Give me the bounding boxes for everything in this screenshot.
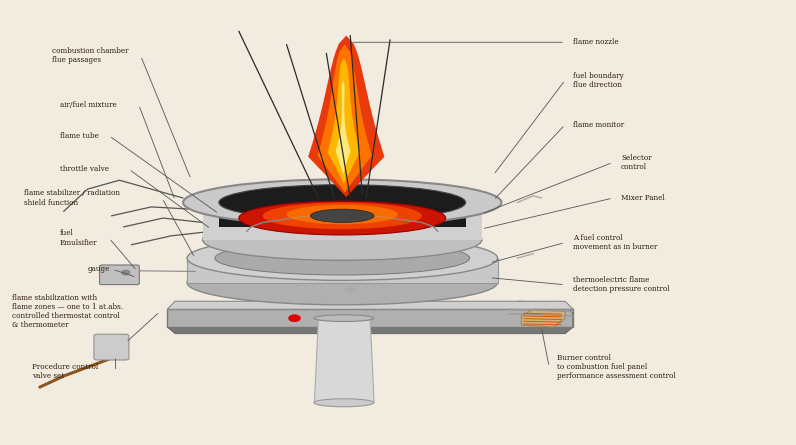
Ellipse shape (187, 260, 498, 305)
Ellipse shape (263, 202, 422, 229)
Ellipse shape (314, 315, 374, 322)
Polygon shape (187, 258, 191, 283)
Polygon shape (167, 301, 573, 309)
Ellipse shape (310, 209, 374, 222)
Text: combustion chamber
flue passages: combustion chamber flue passages (52, 47, 128, 64)
Circle shape (122, 271, 130, 275)
Ellipse shape (314, 399, 374, 407)
Ellipse shape (287, 205, 398, 224)
Text: flame tube: flame tube (60, 132, 99, 140)
Text: air/fuel mixture: air/fuel mixture (60, 101, 116, 109)
Circle shape (345, 287, 355, 292)
FancyBboxPatch shape (100, 265, 139, 285)
Ellipse shape (219, 185, 466, 220)
Text: throttle valve: throttle valve (60, 165, 109, 173)
Polygon shape (336, 80, 350, 175)
Text: Mixer Panel: Mixer Panel (621, 194, 665, 202)
Text: flame stabilizer / radiation
shield function: flame stabilizer / radiation shield func… (24, 190, 120, 206)
Text: flame monitor: flame monitor (573, 121, 624, 129)
Ellipse shape (215, 241, 470, 275)
Polygon shape (521, 309, 565, 327)
Ellipse shape (203, 220, 482, 260)
Text: flame stabilization with
flame zones — one to 1 at.abs.
controlled thermostat co: flame stabilization with flame zones — o… (12, 294, 123, 329)
Polygon shape (203, 202, 482, 240)
Polygon shape (187, 258, 498, 283)
Polygon shape (167, 309, 573, 327)
Text: Selector
control: Selector control (621, 154, 651, 171)
Polygon shape (328, 58, 360, 184)
Circle shape (289, 315, 300, 321)
Text: A fuel control
movement as in burner: A fuel control movement as in burner (573, 234, 657, 251)
Text: flame nozzle: flame nozzle (573, 38, 618, 46)
FancyBboxPatch shape (94, 334, 129, 360)
Text: Procedure control
valve set: Procedure control valve set (32, 363, 98, 380)
Text: fuel boundary
flue direction: fuel boundary flue direction (573, 72, 624, 89)
Polygon shape (167, 327, 573, 334)
Ellipse shape (183, 179, 501, 226)
Text: Burner control
to combustion fuel panel
performance assessment control: Burner control to combustion fuel panel … (557, 354, 676, 380)
Polygon shape (517, 301, 573, 327)
Ellipse shape (187, 236, 498, 280)
Text: fuel
Emulsifier: fuel Emulsifier (60, 230, 97, 247)
Polygon shape (318, 44, 372, 193)
Polygon shape (308, 36, 384, 197)
Polygon shape (314, 318, 374, 403)
Text: thermoelectric flame
detection pressure control: thermoelectric flame detection pressure … (573, 276, 669, 293)
Text: gauge: gauge (88, 265, 110, 273)
Ellipse shape (239, 201, 446, 235)
Polygon shape (219, 202, 466, 227)
